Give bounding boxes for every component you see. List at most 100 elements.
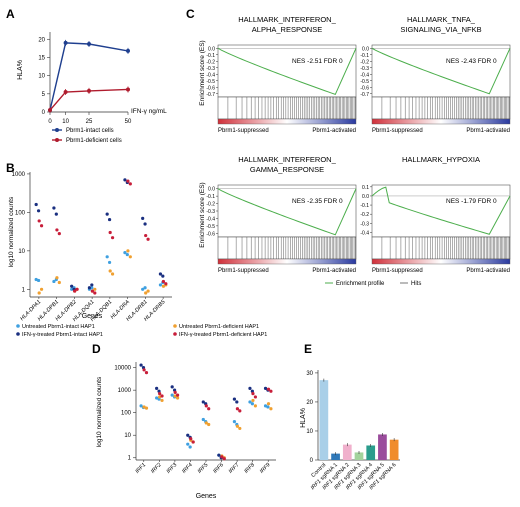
- panel-a-series-line: [49, 42, 129, 111]
- panel-d-point: [235, 424, 240, 428]
- panel-a-xlabel: IFN-γ ng/mL: [131, 108, 167, 115]
- panel-a-point: [126, 48, 130, 53]
- panel-a-point: [87, 42, 91, 46]
- panel-a-y-tick-label: 0: [42, 110, 46, 116]
- panel-b-point: [141, 287, 145, 291]
- panel-b-point: [108, 269, 112, 273]
- panel-a-y-tick-label: 10: [38, 74, 45, 80]
- panel-c-enrichment-curve: [217, 47, 357, 96]
- panel-b-point: [141, 216, 145, 220]
- panel-c-y-tick-label: -0.5: [360, 79, 369, 85]
- panel-c-y-tick-label: -0.2: [206, 59, 215, 65]
- panel-b-y-tick-label: 1000: [12, 172, 26, 178]
- panel-c-y-tick-label: -0.5: [206, 79, 215, 85]
- panel-b-point: [123, 251, 127, 255]
- panel-c-y-tick-label: 0.1: [362, 185, 369, 191]
- panel-c-xlabel-right: Pbrm1-activated: [466, 128, 510, 134]
- panel-b-point: [110, 236, 115, 240]
- panel-a-legend-label: Pbrm1-intact cells: [66, 128, 114, 134]
- panel-c-y-tick-label: -0.6: [360, 85, 369, 91]
- panel-c-y-tick-label: -0.3: [206, 209, 215, 215]
- panel-d-point: [235, 407, 240, 411]
- panel-b-point: [75, 287, 79, 291]
- panel-d-point: [204, 404, 208, 408]
- panel-d-x-tick-label: IRF1: [135, 462, 148, 475]
- panel-d-point: [139, 363, 143, 367]
- panel-a-x-tick-label: 50: [125, 119, 132, 125]
- panel-d-point: [175, 393, 180, 397]
- panel-b-y-tick-label: 1: [22, 287, 26, 293]
- panel-c-legend-label: Enrichment profile: [336, 281, 385, 287]
- panel-d-point: [269, 407, 273, 411]
- panel-c-subplot-title: HALLMARK_HYPOXIA: [402, 155, 480, 164]
- panel-c-hits-frame: [371, 236, 511, 260]
- panel-d-point: [160, 394, 164, 398]
- panel-d-point: [186, 433, 190, 437]
- panel-b-point: [55, 228, 59, 232]
- panel-b-point: [105, 212, 109, 216]
- panel-c-y-tick-label: -0.3: [206, 66, 215, 72]
- panel-b-point: [70, 287, 74, 291]
- panel-e-bar: [378, 434, 387, 460]
- panel-b-point: [52, 206, 56, 210]
- panel-c-y-tick-label: -0.1: [360, 203, 369, 209]
- panel-b-point: [105, 255, 109, 259]
- panel-label-d: D: [92, 342, 101, 356]
- panel-c-enrichment-curve: [371, 47, 511, 95]
- panel-b-legend-marker: [173, 332, 177, 336]
- panel-d-point: [175, 396, 180, 400]
- panel-e-bar: [331, 453, 340, 460]
- panel-d-point: [173, 394, 177, 398]
- panel-c-es-frame: [371, 44, 511, 98]
- panel-c-es-frame: [217, 184, 357, 238]
- panel-b-point: [144, 291, 148, 295]
- panel-d-point: [139, 404, 143, 408]
- panel-b-point: [34, 277, 38, 282]
- panel-a-point: [87, 88, 91, 93]
- panel-c-subplot-title: HALLMARK_INTERFERON_: [238, 15, 336, 24]
- panel-d-x-tick-label: IRF8: [243, 462, 256, 475]
- panel-d-y-tick-label: 100: [121, 411, 132, 417]
- panel-b-y-tick-label: 100: [15, 210, 26, 216]
- panel-c-xlabel-right: Pbrm1-activated: [312, 268, 356, 274]
- panel-c-y-tick-label: -0.1: [360, 53, 369, 59]
- panel-d-point: [170, 385, 174, 389]
- panel-a-line-chart: HLA% IFN-γ ng/mL 0 5 10 15 20 0 10 25 50 Pbrm1-in…: [17, 32, 167, 144]
- panel-d-point: [158, 392, 162, 396]
- panel-c-y-tick-label: 0.0: [208, 187, 215, 193]
- panel-c-y-tick-label: -0.6: [206, 85, 215, 91]
- panel-c-y-tick-label: -0.4: [360, 230, 369, 236]
- panel-a-ylabel: HLA%: [17, 60, 24, 80]
- panel-b-point: [34, 202, 38, 207]
- panel-b-point: [143, 286, 147, 290]
- panel-e-bar: [354, 452, 364, 460]
- panel-b-point: [158, 283, 163, 287]
- panel-c-y-tick-label: -0.4: [360, 72, 369, 78]
- panel-label-e: E: [304, 342, 312, 356]
- panel-b-point: [37, 219, 41, 223]
- panel-a-x-tick-label: 0: [48, 119, 52, 125]
- panel-b-point: [90, 289, 95, 293]
- panel-b-point: [146, 237, 150, 241]
- panel-c-y-tick-label: -0.4: [206, 216, 215, 222]
- panel-a-point: [63, 40, 68, 45]
- panel-b-point: [128, 255, 132, 259]
- panel-b-point: [126, 179, 130, 183]
- panel-d-point: [144, 371, 149, 375]
- panel-d-y-tick-label: 1000: [118, 388, 132, 394]
- panel-c-y-tick-label: 0.0: [362, 194, 369, 200]
- panel-b-point: [146, 289, 150, 293]
- panel-c-es-frame: [371, 184, 511, 238]
- panel-d-point: [189, 437, 193, 441]
- panel-d-point: [191, 440, 195, 444]
- panel-d-point: [220, 455, 224, 459]
- panel-c-rank-bar: [371, 118, 511, 125]
- panel-c-rank-bar: [371, 258, 511, 265]
- panel-d-point: [238, 426, 242, 431]
- panel-c-y-tick-label: -0.7: [360, 92, 369, 98]
- panel-c-y-tick-label: -0.1: [206, 194, 215, 200]
- panel-b-point: [36, 278, 41, 283]
- panel-c-hits-frame: [217, 236, 357, 260]
